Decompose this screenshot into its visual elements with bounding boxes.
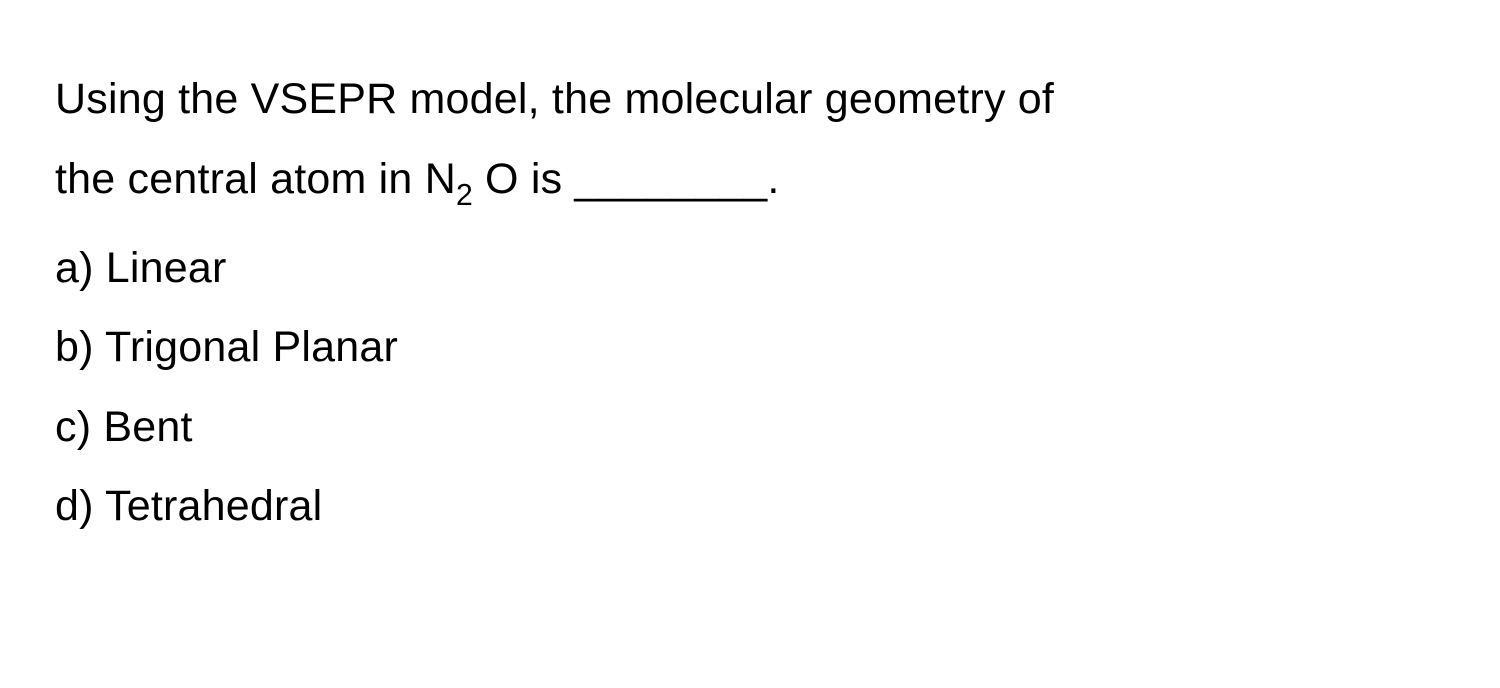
question-text-line2-part1: the central atom in N — [55, 155, 456, 203]
question-line-2: the central atom in N2 O is ________. — [55, 140, 1445, 221]
option-a: a) Linear — [55, 229, 1445, 309]
option-b: b) Trigonal Planar — [55, 308, 1445, 388]
question-text-line1: Using the VSEPR model, the molecular geo… — [55, 75, 1054, 123]
option-d: d) Tetrahedral — [55, 467, 1445, 547]
question-line-1: Using the VSEPR model, the molecular geo… — [55, 60, 1445, 140]
option-c: c) Bent — [55, 388, 1445, 468]
subscript-2: 2 — [456, 179, 473, 212]
options-list: a) Linear b) Trigonal Planar c) Bent d) … — [55, 229, 1445, 547]
question-text-line2-part2: O is ________. — [473, 155, 780, 203]
question-container: Using the VSEPR model, the molecular geo… — [55, 60, 1445, 547]
